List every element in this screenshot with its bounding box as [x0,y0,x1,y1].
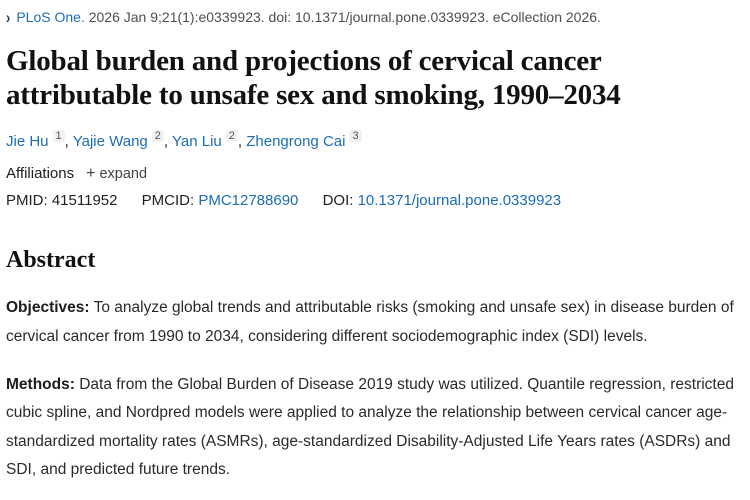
pmid-label: PMID: [6,192,48,210]
author-link[interactable]: Jie Hu [6,133,49,151]
author-link[interactable]: Zhengrong Cai [246,133,346,151]
abstract-section-label: Methods: [6,376,75,394]
chevron-right-icon: › [6,7,11,27]
doi-group: DOI: 10.1371/journal.pone.0339923 [323,192,562,209]
pmcid-link[interactable]: PMC12788690 [198,192,299,210]
doi-label: DOI: [322,192,354,210]
author-link[interactable]: Yajie Wang [72,133,148,151]
abstract-section: Methods: Data from the Global Burden of … [6,371,740,484]
author-separator: , [163,133,172,151]
author-affiliation-superscript: 2 [151,130,164,143]
identifiers-row: PMID: 41511952 PMCID: PMC12788690 DOI: 1… [6,192,740,209]
pmid-group: PMID: 41511952 [6,192,117,209]
author-separator: , [237,133,247,151]
abstract-section-text: To analyze global trends and attributabl… [6,299,734,345]
journal-link[interactable]: PLoS One. [16,9,85,25]
pmid-value: 41511952 [51,192,118,210]
journal-citation-line: › PLoS One. 2026 Jan 9;21(1):e0339923. do… [6,8,740,27]
expand-affiliations-button[interactable]: + expand [86,165,147,183]
expand-label: expand [99,166,148,183]
plus-icon: + [86,165,96,183]
pmcid-group: PMCID: PMC12788690 [142,192,299,209]
abstract-section: Objectives: To analyze global trends and… [6,294,740,351]
affiliations-row: Affiliations + expand [6,165,740,183]
author-affiliation-superscript: 1 [52,130,65,143]
article-title: Global burden and projections of cervica… [6,44,621,112]
authors-list: Jie Hu 1, Yajie Wang 2, Yan Liu 2, Zhengron… [6,130,740,151]
author-link[interactable]: Yan Liu [171,133,222,151]
abstract-section-label: Objectives: [6,299,90,317]
abstract-section-text: Data from the Global Burden of Disease 2… [6,376,734,479]
author-affiliation-superscript: 3 [349,130,362,143]
pmcid-label: PMCID: [141,192,195,210]
author-affiliation-superscript: 2 [225,130,238,143]
affiliations-label: Affiliations [6,165,75,183]
article-page: › PLoS One. 2026 Jan 9;21(1):e0339923. do… [6,8,740,484]
doi-link[interactable]: 10.1371/journal.pone.0339923 [357,192,562,210]
abstract-heading: Abstract [6,247,96,274]
citation-details: 2026 Jan 9;21(1):e0339923. doi: 10.1371/… [88,9,601,25]
author-separator: , [64,133,73,151]
abstract-body: Objectives: To analyze global trends and… [6,294,740,484]
